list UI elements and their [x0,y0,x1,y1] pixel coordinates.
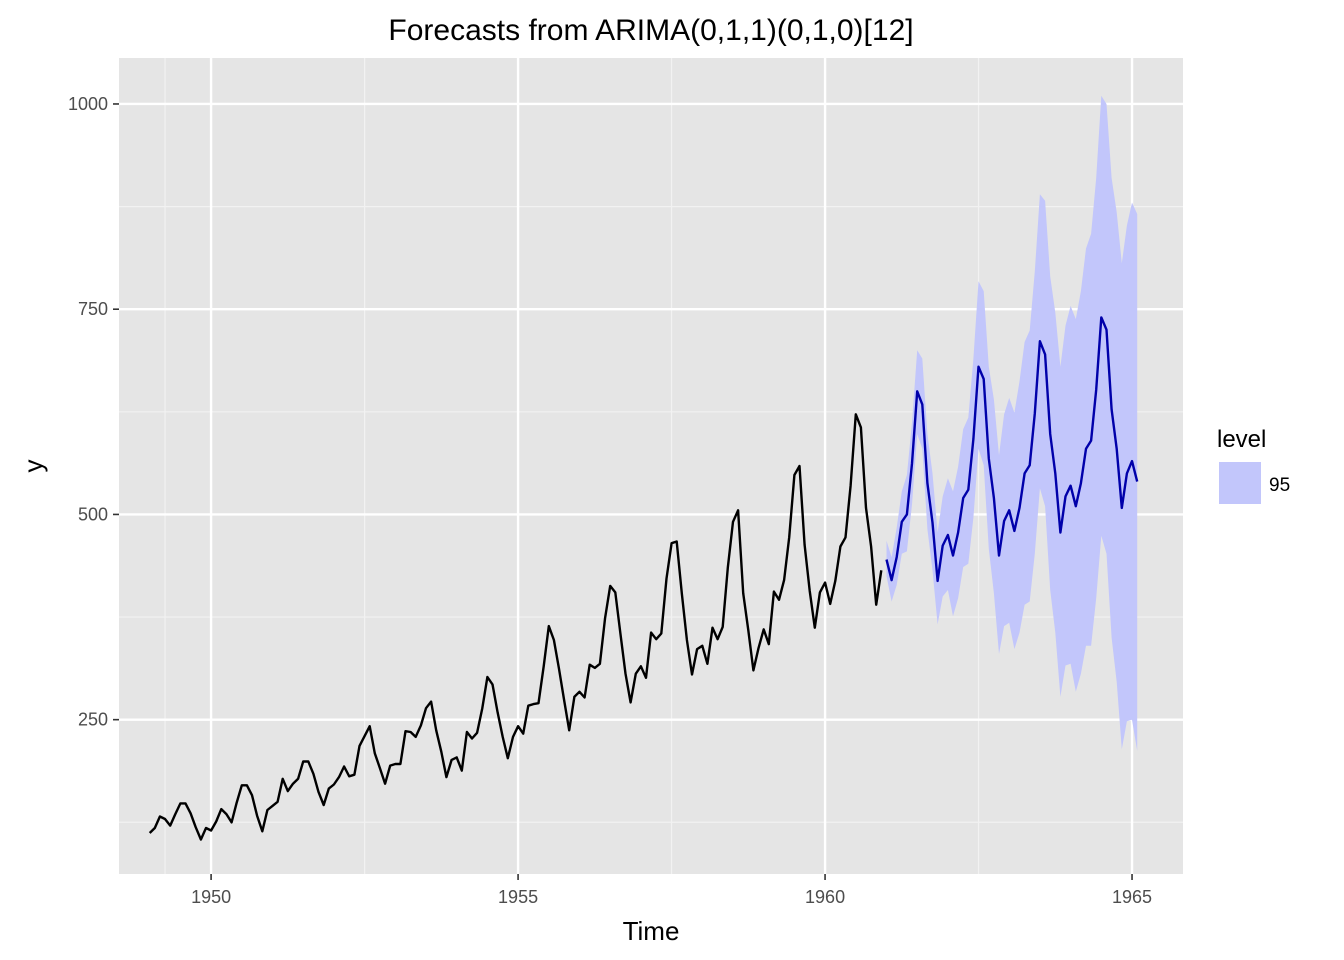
forecast-mean-line [885,316,1139,583]
y-tick-label: 1000 [68,94,108,114]
forecast-interval-band [886,95,1138,751]
chart-title: Forecasts from ARIMA(0,1,1)(0,1,0)[12] [388,14,913,47]
x-axis: 1950 1955 1960 1965 [191,874,1152,907]
y-tick-label: 250 [78,710,108,730]
legend-label-95: 95 [1269,475,1290,496]
legend: level 95 [1217,426,1290,504]
x-axis-title: Time [623,916,680,946]
history-line [148,413,883,841]
y-tick-label: 750 [78,299,108,319]
x-tick-label: 1950 [191,887,231,907]
legend-key-95 [1219,462,1261,504]
x-tick-label: 1965 [1112,887,1152,907]
x-tick-label: 1955 [498,887,538,907]
legend-title: level [1217,426,1266,453]
series-lines [148,316,1139,841]
band-95 [886,95,1138,751]
y-tick-label: 500 [78,504,108,524]
x-tick-label: 1960 [805,887,845,907]
y-axis-title: y [18,460,48,473]
y-axis: 250 500 750 1000 [68,94,119,730]
grid-major [119,58,1183,874]
